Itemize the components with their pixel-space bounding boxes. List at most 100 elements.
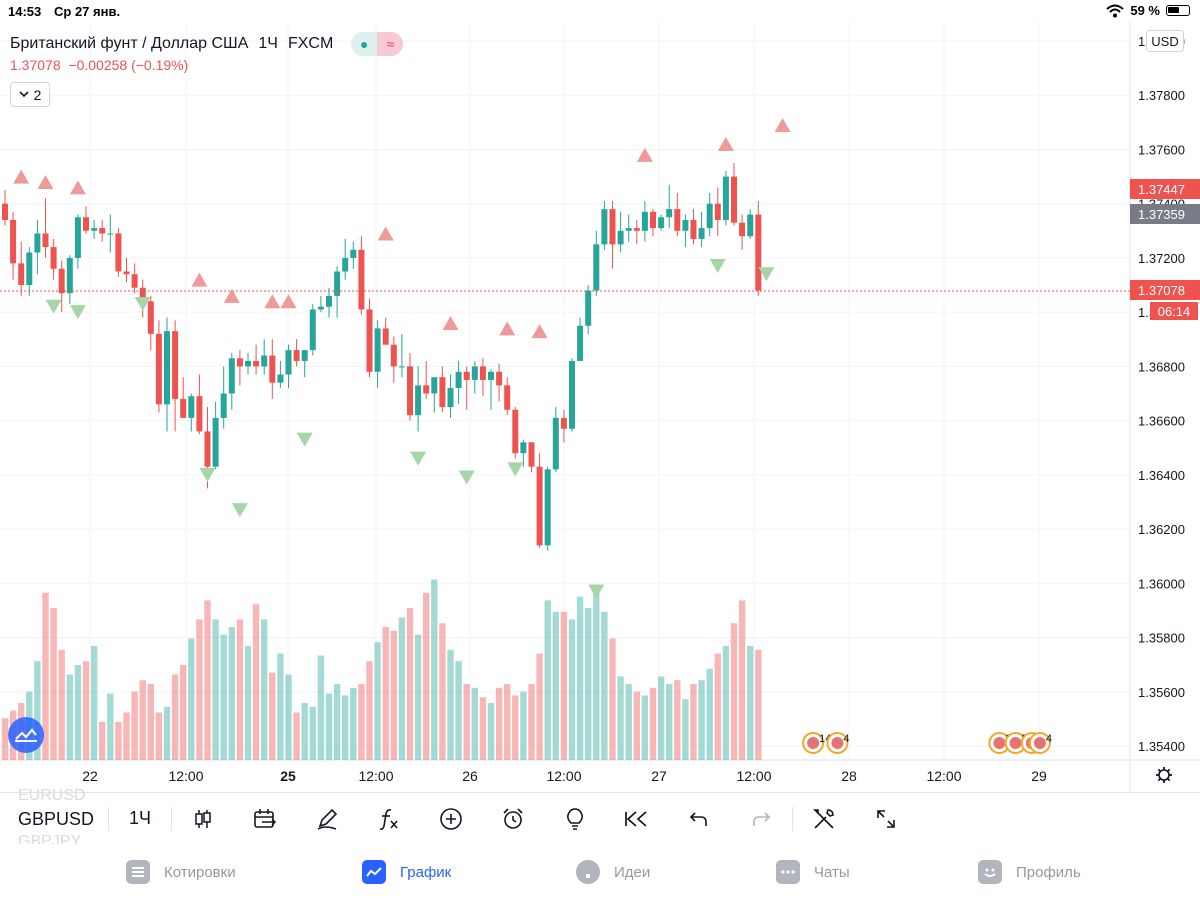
volume-bar [722,646,730,760]
pattern-down-marker [45,299,62,314]
candle-body [398,366,405,368]
candle-body [747,214,754,237]
volume-bar [147,684,154,760]
candle-body [261,355,268,367]
tab-label: График [400,863,452,881]
candle-body [690,219,697,239]
add-button[interactable] [420,793,482,845]
undo-button[interactable] [668,793,730,845]
plus-circle-icon [440,807,462,830]
volume-bar [317,655,325,760]
settings-gear-icon[interactable] [1158,769,1170,781]
drawing-tools-button[interactable] [296,793,358,845]
date-range-button[interactable] [234,793,296,845]
undo-icon [689,811,707,826]
pattern-down-marker [231,503,248,518]
alert-button[interactable] [482,793,544,845]
candle-body [42,233,49,248]
tab-quotes[interactable]: Котировки [126,860,236,884]
delayed-data-icon[interactable]: ≈ [377,32,404,56]
volume-bar [204,600,211,760]
collapse-indicators-button[interactable]: 2 [10,82,50,107]
tab-chats[interactable]: Чаты [776,860,850,884]
volume-bar [228,627,235,760]
legend-interval: 1Ч [258,35,278,52]
price-tick-label: 1.35400 [1138,739,1185,754]
volume-bar [285,674,292,760]
time-tick-label: 12:00 [546,768,581,784]
volume-bar [261,619,268,760]
chart-type-button[interactable] [172,793,234,845]
ideas-button[interactable] [544,793,606,845]
cloud-logo-icon [15,728,37,742]
indicators-button[interactable] [358,793,420,845]
volume-bar [66,674,73,760]
candle-body [317,306,324,310]
candle-body [633,228,640,231]
chart-legend: Британский фунт / Доллар США 1Ч FXCM ● ≈ [10,32,404,56]
legend-toggles[interactable]: ● ≈ [351,32,404,56]
volume-bar [139,680,146,760]
symbol-prev[interactable]: EURUSD [18,786,86,804]
volume-bar [528,684,535,760]
volume-bar [277,653,284,760]
tab-profile[interactable]: Профиль [978,860,1081,884]
symbol-name[interactable]: GBPUSD [18,808,95,829]
candle-body [147,301,154,334]
time-tick-label: 29 [1031,768,1047,784]
volume-bar [487,703,495,760]
tradingview-logo[interactable] [8,717,44,753]
volume-bar [220,634,227,760]
candle-body [326,295,332,307]
replay-button[interactable] [606,793,668,845]
candle-body [196,396,203,432]
economic-event-icon[interactable]: 4 [826,732,850,754]
gear-tooth [1166,777,1171,782]
candle-body [107,233,114,235]
pattern-down-marker [458,470,475,485]
interval-button[interactable]: 1Ч [128,808,151,828]
pattern-down-marker [410,451,427,466]
chart-icon [362,860,386,884]
volume-bar [431,579,438,760]
lightbulb-icon [567,807,583,830]
status-bar: 14:53 Ср 27 янв. 59 % [0,0,1200,22]
symbol-picker[interactable]: EURUSD GBPUSD GBPJPY [0,787,108,850]
pattern-up-marker [264,294,281,309]
candle-body [309,309,316,351]
candle-body [552,417,559,470]
currency-button[interactable]: USD [1146,30,1184,52]
volume-bar [82,661,90,760]
candle-body [66,257,73,294]
symbol-title[interactable]: Британский фунт / Доллар США [10,35,249,52]
chart-area[interactable]: 1.380001.378001.376001.374001.372001.370… [0,22,1200,792]
volume-bar [155,712,163,760]
settings-tools-button[interactable] [793,793,855,845]
status-date: Ср 27 янв. [54,4,121,19]
candle-body [164,331,170,405]
price-tick-label: 1.36800 [1138,359,1185,374]
candle-body [334,271,341,296]
volume-bar [236,619,244,760]
fullscreen-button[interactable] [855,793,917,845]
price-tick-label: 1.36200 [1138,522,1185,537]
candle-body [407,366,413,416]
tab-chart[interactable]: График [362,860,451,884]
tab-ideas[interactable]: Идеи [576,860,650,884]
market-status-icon[interactable]: ● [351,32,378,56]
candle-body [488,371,494,380]
pattern-up-marker [223,288,240,303]
redo-button[interactable] [730,793,792,845]
price-chart[interactable]: 1.380001.378001.376001.374001.372001.370… [0,22,1200,792]
volume-bar [374,642,381,760]
event-count: 4 [843,733,849,745]
candle-body [83,217,89,231]
volume-bar [512,695,519,760]
candle-body [520,442,527,454]
tab-label: Идеи [614,863,651,881]
tab-label: Котировки [164,863,236,881]
time-tick-label: 26 [462,768,478,784]
candle-body [706,203,713,229]
volume-bar [131,691,138,760]
economic-event-icon[interactable]: 4 [1028,732,1052,754]
